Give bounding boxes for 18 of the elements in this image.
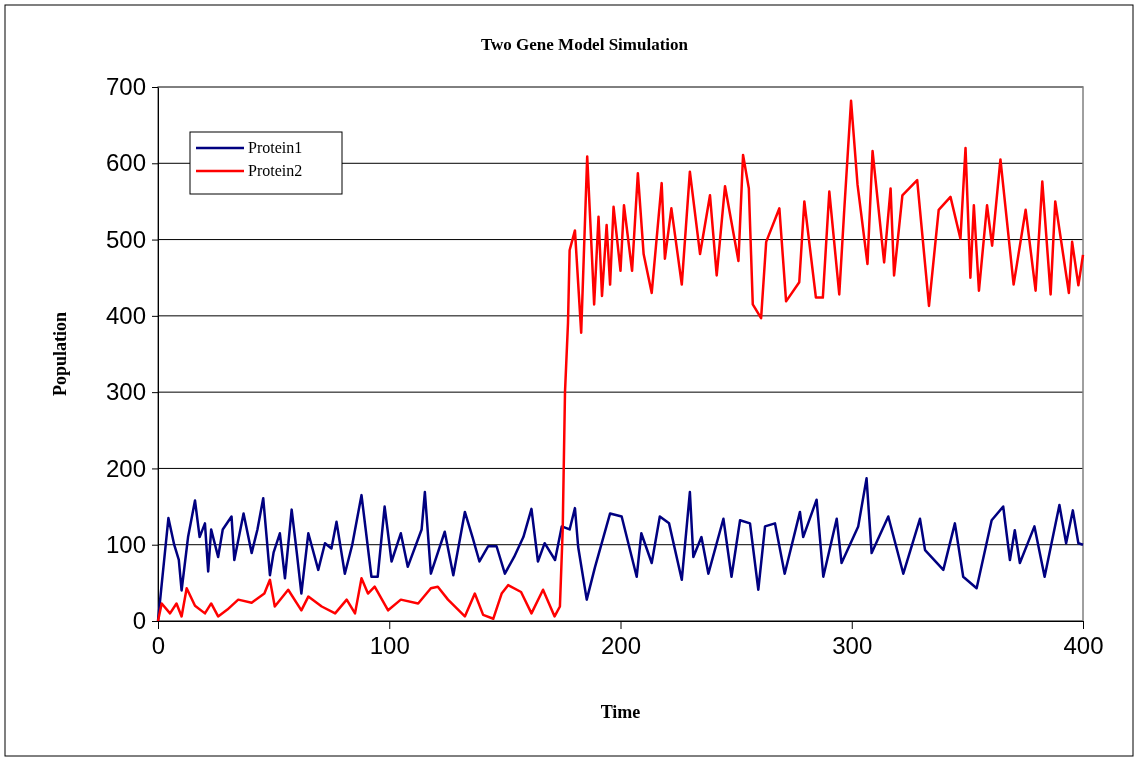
chart-title: Two Gene Model Simulation — [481, 35, 689, 54]
legend-label: Protein1 — [248, 139, 303, 156]
y-tick-label: 300 — [105, 378, 146, 406]
x-tick-label: 200 — [600, 632, 642, 660]
x-tick-label: 300 — [832, 632, 873, 660]
y-tick-label: 500 — [105, 225, 146, 253]
y-tick-label: 0 — [132, 607, 146, 635]
legend-label: Protein2 — [248, 162, 303, 179]
y-tick-label: 600 — [105, 149, 146, 177]
y-tick-label: 200 — [105, 454, 146, 482]
y-tick-label: 100 — [105, 530, 146, 558]
x-tick-label: 0 — [151, 632, 166, 660]
x-tick-label: 400 — [1063, 632, 1104, 660]
y-tick-label: 700 — [105, 73, 146, 101]
y-axis-title: Population — [50, 311, 70, 397]
y-tick-label: 400 — [105, 302, 146, 330]
x-axis-title: Time — [600, 702, 641, 722]
x-tick-label: 100 — [369, 632, 410, 660]
